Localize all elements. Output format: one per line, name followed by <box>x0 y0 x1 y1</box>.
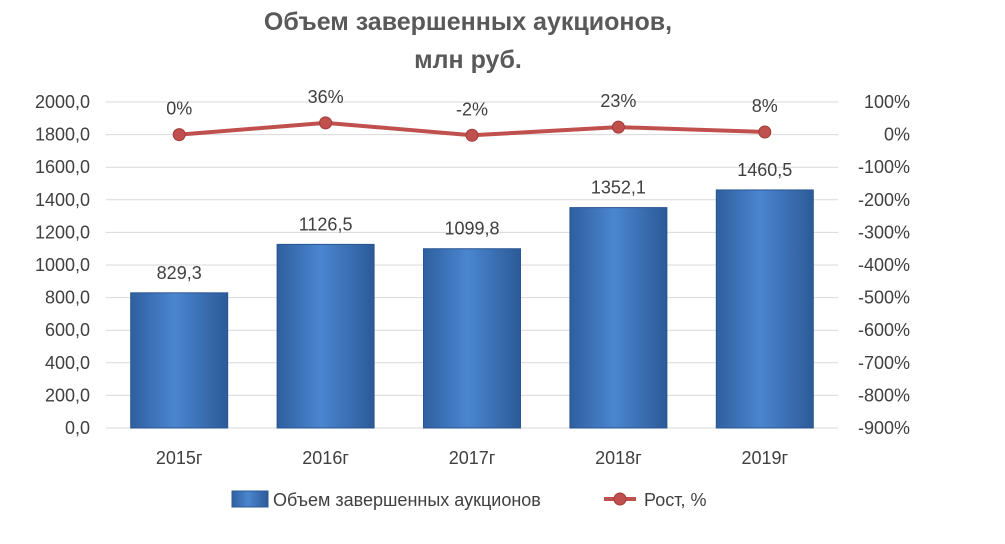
bar-data-label: 1126,5 <box>299 214 353 234</box>
x-axis: 2015г 2016г 2017г 2018г 2019г <box>156 448 789 468</box>
line-data-label: 36% <box>308 87 344 107</box>
right-tick-label: -700% <box>858 353 910 373</box>
right-axis: 100% 0% -100% -200% -300% -400% -500% -600% -700… <box>858 92 910 438</box>
left-tick-label: 1600,0 <box>35 157 90 177</box>
right-tick-label: 100% <box>864 92 910 112</box>
right-tick-label: -800% <box>858 385 910 405</box>
line-data-label: 8% <box>752 96 778 116</box>
bar-data-label: 1099,8 <box>444 219 499 239</box>
bar-data-label: 1460,5 <box>737 160 792 180</box>
legend-line-marker <box>613 492 627 506</box>
line-data-labels: 0% 36% -2% 23% 8% <box>166 87 778 119</box>
bar-data-label: 829,3 <box>157 263 202 283</box>
line-point <box>319 116 333 130</box>
line-point <box>172 128 186 142</box>
x-tick-label: 2018г <box>595 448 642 468</box>
line-point <box>611 120 625 134</box>
bar-data-label: 1352,1 <box>591 178 646 198</box>
legend-item-line: Рост, % <box>604 490 706 510</box>
right-tick-label: 0% <box>884 125 910 145</box>
left-tick-label: 400,0 <box>45 353 90 373</box>
legend-bar-swatch <box>231 490 269 508</box>
chart-title-line-2: млн руб. <box>414 46 522 74</box>
left-tick-label: 1200,0 <box>35 222 90 242</box>
line-series <box>172 116 772 142</box>
right-tick-label: -100% <box>858 157 910 177</box>
x-tick-label: 2019г <box>741 448 788 468</box>
line-data-label: 23% <box>600 91 636 111</box>
bar <box>130 292 229 429</box>
right-tick-label: -500% <box>858 288 910 308</box>
left-tick-label: 600,0 <box>45 320 90 340</box>
right-tick-label: -600% <box>858 320 910 340</box>
legend: Объем завершенных аукционов Рост, % <box>231 490 706 510</box>
left-tick-label: 1400,0 <box>35 190 90 210</box>
legend-bar-label: Объем завершенных аукционов <box>273 490 541 510</box>
line-data-label: 0% <box>166 99 192 119</box>
bar <box>423 248 521 429</box>
left-tick-label: 1800,0 <box>35 125 90 145</box>
legend-line-label: Рост, % <box>644 490 706 510</box>
bar <box>715 189 814 429</box>
right-tick-label: -200% <box>858 190 910 210</box>
bar <box>569 207 668 429</box>
legend-item-bars: Объем завершенных аукционов <box>231 490 541 510</box>
left-tick-label: 200,0 <box>45 385 90 405</box>
right-tick-label: -300% <box>858 222 910 242</box>
bar <box>276 243 375 429</box>
bar-data-labels: 829,3 1126,5 1099,8 1352,1 1460,5 <box>157 160 793 283</box>
bar-series <box>130 189 814 429</box>
left-tick-label: 0,0 <box>65 418 90 438</box>
left-axis: 0,0 200,0 400,0 600,0 800,0 1000,0 1200,0 1400,… <box>35 92 90 438</box>
x-tick-label: 2017г <box>449 448 496 468</box>
left-tick-label: 2000,0 <box>35 92 90 112</box>
chart-title-line-1: Объем завершенных аукционов, <box>264 8 672 36</box>
line-data-label: -2% <box>456 99 488 119</box>
line-point <box>465 128 479 142</box>
line-point <box>758 125 772 139</box>
right-tick-label: -400% <box>858 255 910 275</box>
x-tick-label: 2015г <box>156 448 203 468</box>
x-tick-label: 2016г <box>302 448 349 468</box>
left-tick-label: 800,0 <box>45 288 90 308</box>
left-tick-label: 1000,0 <box>35 255 90 275</box>
right-tick-label: -900% <box>858 418 910 438</box>
